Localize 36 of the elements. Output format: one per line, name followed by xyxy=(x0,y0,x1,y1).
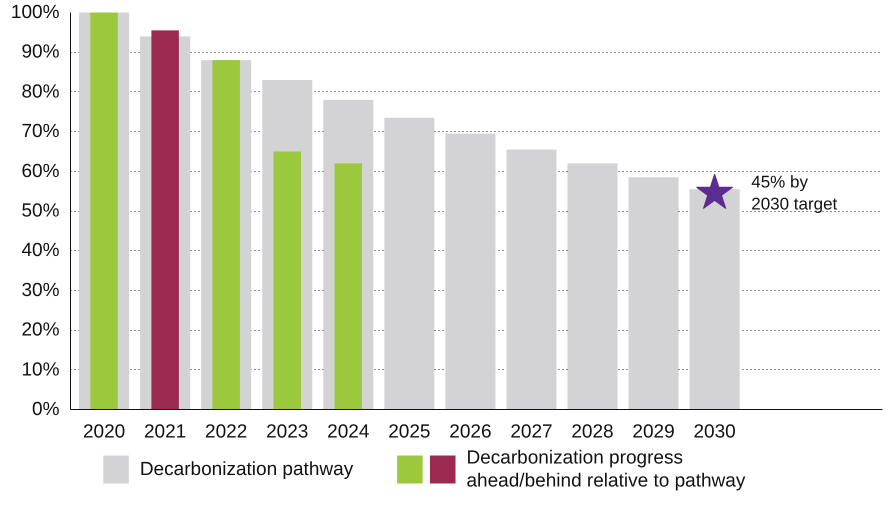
x-tick-label: 2022 xyxy=(205,422,248,442)
x-tick-label: 2020 xyxy=(82,422,126,442)
bar xyxy=(628,177,679,410)
x-tick-label: 2024 xyxy=(327,422,370,442)
y-tick-label: 100% xyxy=(10,2,60,23)
x-tick-label: 2029 xyxy=(632,422,675,442)
x-tick-label: 2026 xyxy=(449,422,492,442)
bar xyxy=(567,163,618,410)
bar xyxy=(274,151,301,410)
x-tick-label: 2030 xyxy=(693,422,736,442)
bar xyxy=(506,149,556,410)
x-tick-label: 2021 xyxy=(144,422,186,442)
y-tick-label: 0% xyxy=(32,399,60,420)
bar xyxy=(212,60,240,410)
bar xyxy=(690,189,740,410)
y-tick-label: 30% xyxy=(21,280,60,301)
annotation: 45% by 2030 target xyxy=(751,172,838,214)
bar xyxy=(445,134,496,410)
y-tick-label: 80% xyxy=(21,81,60,102)
x-tick-label: 2027 xyxy=(510,422,553,442)
y-tick-label: 10% xyxy=(21,359,60,380)
x-tick-label: 2028 xyxy=(571,422,614,442)
y-tick-label: 20% xyxy=(21,320,60,341)
bar xyxy=(90,12,118,410)
y-tick-label: 40% xyxy=(21,240,60,262)
bar xyxy=(384,118,434,410)
bar xyxy=(334,163,362,410)
x-tick-label: 2023 xyxy=(266,422,308,442)
y-tick-label: 70% xyxy=(21,121,60,142)
bar xyxy=(151,30,179,410)
y-tick-label: 60% xyxy=(21,160,60,182)
legend-label: Decarbonization pathway xyxy=(140,459,354,480)
y-tick-label: 50% xyxy=(21,200,60,222)
legend-label: Decarbonization progress ahead/behind relative to pathway xyxy=(466,447,746,492)
y-tick-label: 90% xyxy=(21,42,60,63)
x-tick-label: 2025 xyxy=(388,422,430,442)
